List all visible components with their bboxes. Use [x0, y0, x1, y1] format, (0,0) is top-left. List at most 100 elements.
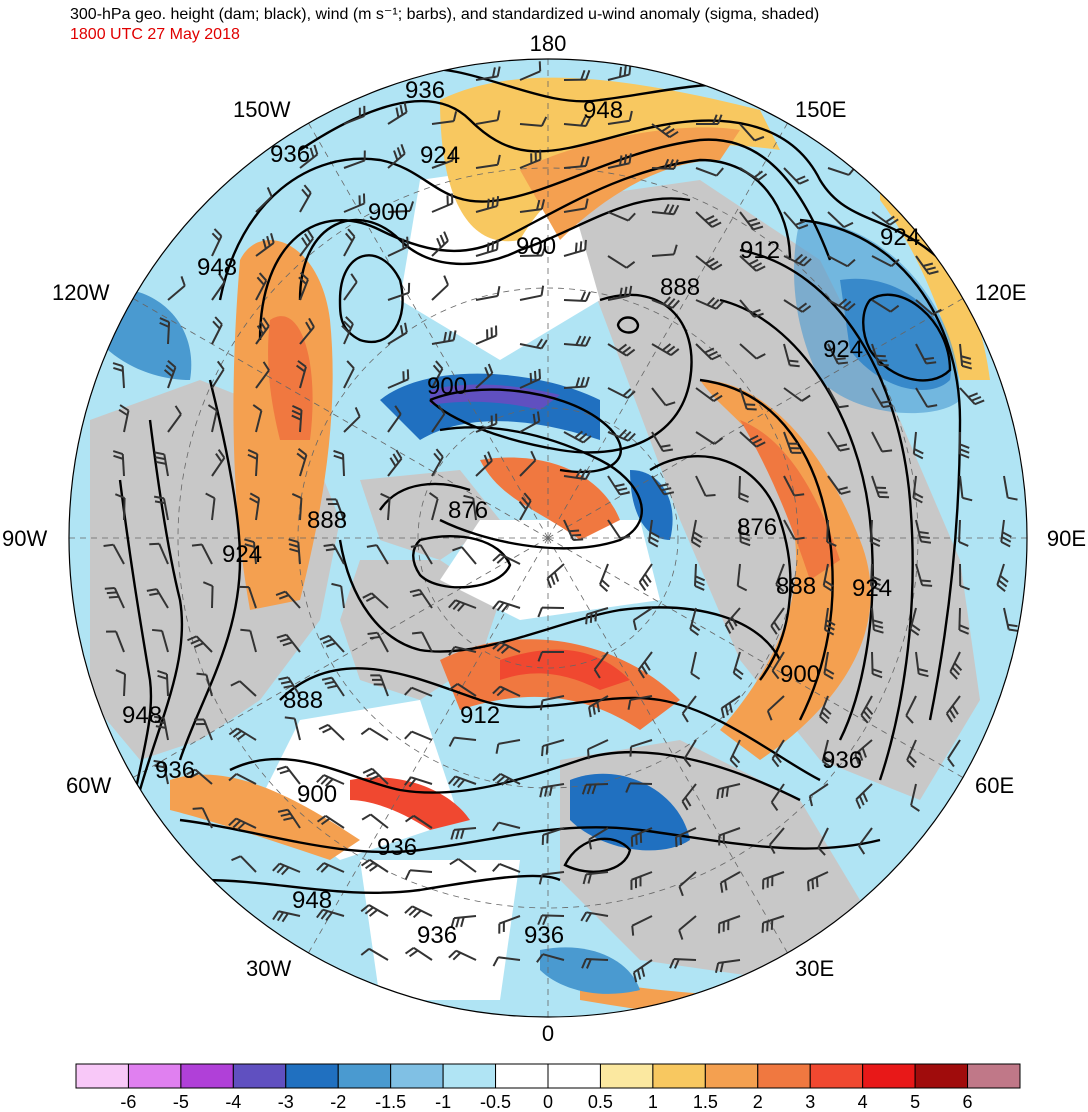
wind-barb — [115, 669, 127, 697]
wind-barb — [431, 405, 446, 433]
colorbar-swatch — [809, 1063, 864, 1089]
wind-barb — [588, 695, 609, 718]
wind-barb — [625, 782, 653, 793]
wind-barb — [959, 563, 970, 591]
wind-barb — [492, 553, 521, 565]
wind-barb — [541, 827, 565, 845]
wind-barb — [452, 546, 477, 565]
colorbar-swatch — [495, 1063, 549, 1089]
wind-barb — [404, 686, 433, 697]
meridian-line — [547, 298, 964, 539]
wind-barb — [211, 449, 226, 477]
colorbar-swatch — [599, 1063, 654, 1089]
contour-label: 888 — [660, 274, 700, 301]
wind-barb — [231, 855, 257, 873]
neg-band-pacific-east-ring — [794, 220, 960, 414]
contour-888-central — [338, 482, 782, 661]
wind-barb — [871, 607, 884, 634]
wind-barb — [187, 635, 213, 653]
wind-barb — [683, 739, 697, 768]
wind-barb — [858, 827, 873, 855]
wind-barb — [211, 273, 226, 301]
colorbar — [75, 1063, 1021, 1089]
colorbar-tick-label: 1 — [648, 1092, 658, 1112]
contour-label: 912 — [740, 237, 780, 264]
wind-barb — [906, 739, 917, 768]
wind-barb — [360, 727, 389, 741]
map-title: 300-hPa geo. height (dam; black), wind (… — [70, 6, 820, 23]
wind-barb — [958, 607, 970, 635]
wind-barb — [272, 910, 301, 923]
colorbar-tick-label: 0.5 — [588, 1092, 613, 1112]
wind-barb — [272, 862, 301, 876]
wind-barb — [563, 291, 591, 303]
wind-barb — [228, 817, 257, 831]
wind-barb — [915, 255, 939, 275]
wind-barb — [739, 343, 766, 360]
wind-barb — [827, 298, 856, 312]
wind-barb — [321, 676, 345, 697]
wind-barb — [362, 592, 389, 609]
lon-label-150w: 150W — [233, 97, 291, 122]
wind-barb — [360, 947, 389, 961]
wind-barb — [768, 827, 785, 855]
wind-barb — [167, 276, 186, 301]
wind-barb — [475, 451, 493, 477]
wind-barb — [387, 369, 410, 389]
wind-barb — [492, 772, 521, 786]
wind-barb — [823, 651, 835, 680]
wind-barb — [739, 387, 757, 411]
contour-876-loop — [412, 534, 512, 589]
contour-label: 936 — [377, 834, 417, 861]
wind-barb — [739, 167, 768, 181]
wind-barb — [783, 475, 805, 497]
wind-barb — [871, 255, 900, 268]
wind-barb — [593, 651, 609, 679]
colorbar-swatch — [285, 1063, 339, 1089]
wind-barb — [366, 544, 389, 565]
latitude-circle — [177, 167, 919, 909]
wind-barb — [475, 413, 498, 433]
contour-label: 948 — [122, 702, 162, 729]
valid-time: 1800 UTC 27 May 2018 — [70, 26, 240, 43]
wind-barb — [537, 651, 565, 662]
lon-label-120w: 120W — [52, 280, 110, 305]
contour-948-west — [118, 479, 153, 821]
colorbar-tick-label: 3 — [805, 1092, 815, 1112]
wind-barb — [152, 628, 169, 653]
wind-barb — [387, 282, 411, 301]
colorbar-tick-label: -4 — [225, 1092, 241, 1112]
wind-barb — [153, 495, 169, 521]
wind-barb — [537, 914, 565, 926]
wind-barb — [827, 475, 851, 495]
wind-barb — [694, 563, 706, 591]
wind-barb — [817, 827, 829, 856]
contour-label: 876 — [737, 514, 777, 541]
wind-barb — [387, 143, 406, 169]
meridian-line — [132, 298, 549, 539]
wind-barb — [651, 296, 680, 309]
wind-barb — [404, 776, 433, 788]
contour-900-north — [298, 197, 691, 301]
wind-barb — [651, 343, 680, 357]
wind-barb — [871, 475, 890, 499]
wind-barb — [771, 739, 785, 768]
wind-barb — [690, 651, 701, 680]
pos-band-east-core — [740, 420, 840, 580]
contour-label: 888 — [307, 507, 347, 534]
wind-barb — [367, 631, 389, 653]
wind-barb — [607, 153, 632, 169]
wind-barb — [360, 904, 389, 917]
colorbar-tick-label: -0.5 — [480, 1092, 511, 1112]
wind-barb — [1003, 475, 1018, 501]
colorbar-swatch — [967, 1063, 1021, 1089]
wind-barb — [519, 149, 542, 169]
contour-labels: 936 948 924 936 900 948 900 888 912 924 … — [122, 77, 920, 949]
contour-924-east-loop — [862, 293, 952, 382]
wind-barb — [808, 783, 829, 807]
wind-barb — [729, 739, 741, 768]
contour-label: 936 — [405, 77, 445, 104]
wind-barb — [563, 376, 590, 389]
wind-barb — [211, 228, 223, 257]
wind-barb — [563, 335, 592, 347]
